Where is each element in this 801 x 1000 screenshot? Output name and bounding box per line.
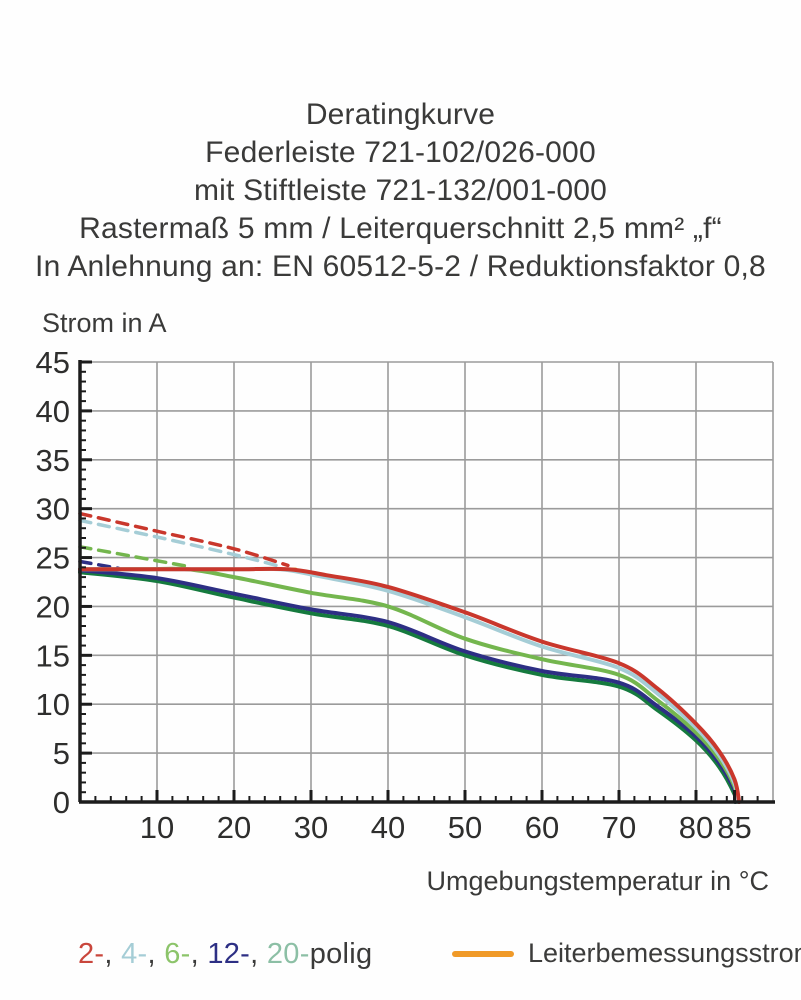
x-tick-label: 20 — [217, 810, 251, 845]
y-tick-label: 0 — [53, 785, 70, 820]
legend-pole-suffix: polig — [309, 938, 373, 970]
y-tick-label: 10 — [36, 687, 70, 722]
legend-rated-current: Leiterbemessungsstrom — [452, 938, 801, 969]
x-tick-label: 30 — [294, 810, 328, 845]
legend-separator: , — [250, 938, 267, 970]
title-line-3: mit Stiftleiste 721-132/001-000 — [193, 174, 608, 207]
y-tick-label: 30 — [36, 492, 70, 527]
title-line-1: Deratingkurve — [305, 98, 496, 131]
rated-current-line-swatch — [452, 950, 514, 957]
legend-pole-6: 6- — [164, 938, 191, 970]
legend-pole-2: 2- — [78, 938, 105, 970]
x-tick-label: 85 — [717, 810, 751, 845]
chart-title-block: Deratingkurve Federleiste 721-102/026-00… — [0, 96, 801, 286]
curve-20-polig — [78, 570, 738, 804]
grid-lines — [80, 361, 774, 803]
curve-4-polig-dashed — [78, 518, 282, 569]
title-line-4: Rastermaß 5 mm / Leiterquerschnitt 2,5 m… — [79, 212, 722, 245]
x-tick-label: 80 — [679, 810, 713, 845]
curves — [78, 511, 742, 804]
curve-12-polig-dashed — [78, 559, 121, 571]
legend-pole-20: 20- — [266, 938, 310, 970]
x-tick-label: 70 — [602, 810, 636, 845]
legend-pole-counts: 2-, 4-, 6-, 12-, 20-polig — [78, 938, 372, 971]
x-tick-label: 60 — [525, 810, 559, 845]
legend-pole-4: 4- — [121, 938, 148, 970]
y-tick-label: 20 — [36, 589, 70, 624]
y-tick-label: 40 — [36, 394, 70, 429]
x-tick-label: 40 — [371, 810, 405, 845]
legend-row: 2-, 4-, 6-, 12-, 20-polig Leiterbemessun… — [0, 934, 801, 984]
legend-separator: , — [104, 938, 122, 970]
axes — [78, 360, 775, 804]
x-axis-title: Umgebungstemperatur in °C — [426, 866, 769, 896]
curve-6-polig-dashed — [78, 545, 190, 569]
rated-current-label: Leiterbemessungsstrom — [528, 938, 801, 968]
tick-marks — [80, 360, 759, 804]
legend-separator: , — [190, 938, 208, 970]
curve-2-polig — [78, 566, 742, 804]
y-tick-label: 15 — [36, 638, 70, 673]
y-tick-label: 35 — [36, 443, 70, 478]
curve-12-polig — [78, 568, 739, 804]
legend-pole-12: 12- — [207, 938, 251, 970]
curve-6-polig — [78, 566, 739, 804]
curve-2-polig-dashed — [78, 511, 290, 568]
title-line-5: In Anlehnung an: EN 60512-5-2 / Reduktio… — [35, 250, 766, 283]
y-tick-label: 25 — [36, 541, 70, 576]
y-axis-title: Strom in A — [42, 308, 167, 338]
x-tick-label: 50 — [448, 810, 482, 845]
title-line-2: Federleiste 721-102/026-000 — [205, 136, 596, 169]
y-tick-label: 5 — [53, 736, 70, 771]
y-tick-label: 45 — [36, 345, 70, 380]
tick-labels: 0 5 10 15 20 25 30 35 40 45 10 20 30 40 50 60 70 80 85 — [36, 345, 752, 845]
legend-separator: , — [147, 938, 165, 970]
x-tick-label: 10 — [140, 810, 174, 845]
